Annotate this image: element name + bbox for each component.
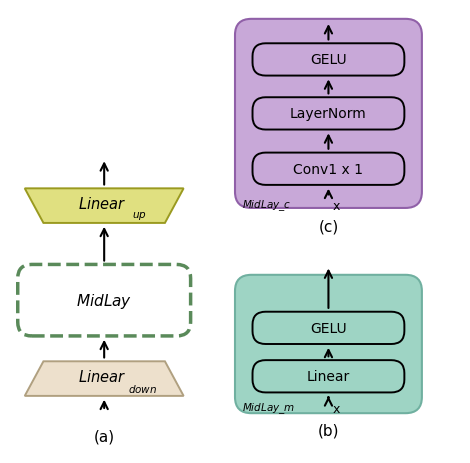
Text: $\mathbf{\mathit{up}}$: $\mathbf{\mathit{up}}$ [132,209,147,221]
FancyBboxPatch shape [252,153,404,186]
Text: LayerNorm: LayerNorm [290,107,367,121]
Text: (a): (a) [94,429,115,444]
Text: $\mathbf{\mathit{MidLay\_c}}$: $\mathbf{\mathit{MidLay\_c}}$ [242,198,291,213]
FancyBboxPatch shape [235,275,422,413]
FancyBboxPatch shape [252,44,404,76]
Text: $\mathbf{\mathit{Linear}}$: $\mathbf{\mathit{Linear}}$ [78,369,126,384]
Text: x: x [332,402,339,415]
Polygon shape [25,189,184,224]
FancyBboxPatch shape [252,360,404,393]
Text: $\mathbf{\mathit{MidLay\_m}}$: $\mathbf{\mathit{MidLay\_m}}$ [242,400,295,415]
Text: Conv1 x 1: Conv1 x 1 [293,163,363,176]
FancyBboxPatch shape [235,20,422,208]
Text: (b): (b) [318,423,339,438]
Text: Linear: Linear [307,369,350,383]
Text: x: x [332,200,339,213]
Text: $\mathbf{\mathit{Linear}}$: $\mathbf{\mathit{Linear}}$ [78,196,126,212]
FancyBboxPatch shape [18,265,191,336]
FancyBboxPatch shape [252,98,404,130]
Text: GELU: GELU [310,53,347,67]
Text: (c): (c) [318,219,338,234]
Text: GELU: GELU [310,321,347,335]
FancyBboxPatch shape [252,312,404,344]
Text: $\mathbf{\mathit{down}}$: $\mathbf{\mathit{down}}$ [128,382,157,394]
Text: $\mathbf{\mathit{MidLay}}$: $\mathbf{\mathit{MidLay}}$ [76,291,132,310]
Polygon shape [25,362,184,396]
